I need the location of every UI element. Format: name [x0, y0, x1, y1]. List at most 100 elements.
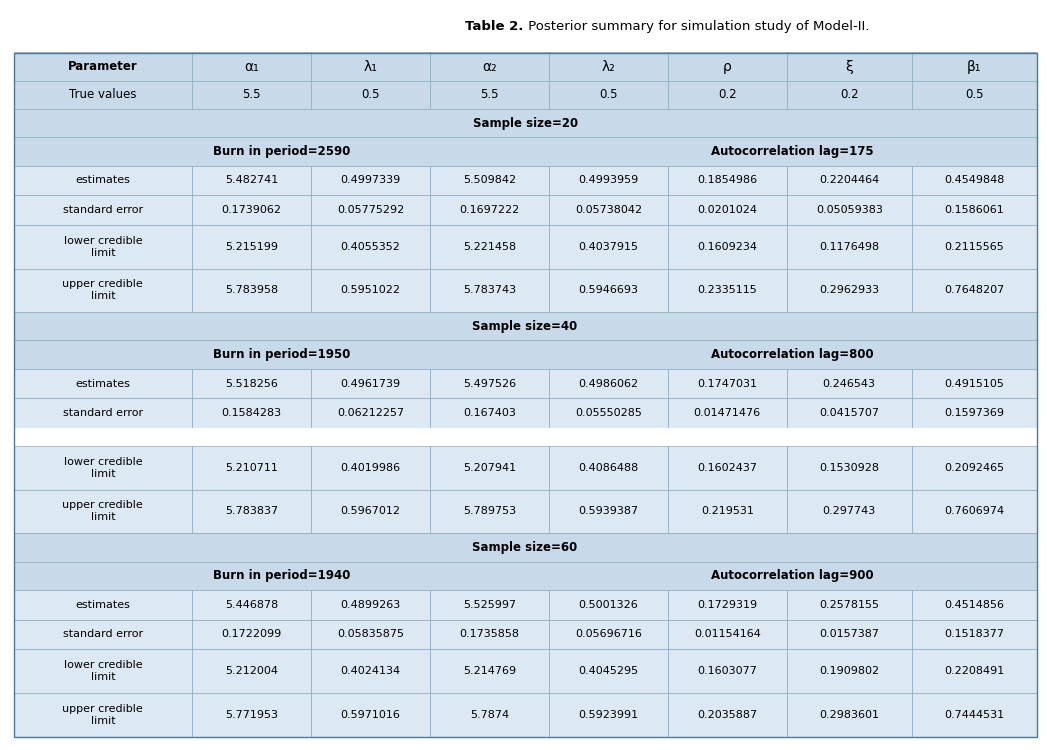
Text: 0.5946693: 0.5946693	[578, 285, 639, 296]
Text: 5.497526: 5.497526	[463, 379, 516, 388]
Text: α₁: α₁	[244, 60, 259, 74]
Text: 0.5: 0.5	[965, 88, 983, 101]
Text: 0.5001326: 0.5001326	[578, 600, 639, 610]
Bar	[549, 398, 668, 428]
Text: True values: True values	[69, 88, 136, 101]
Text: Table 2.: Table 2.	[465, 20, 524, 33]
Bar	[430, 53, 549, 81]
Text: Autocorrelation lag=800: Autocorrelation lag=800	[711, 348, 874, 361]
Bar	[192, 398, 311, 428]
Bar	[549, 81, 668, 109]
Text: upper credible
limit: upper credible limit	[63, 279, 143, 302]
Text: 0.1586061: 0.1586061	[944, 205, 1004, 215]
Bar	[14, 195, 192, 225]
Text: 0.05738042: 0.05738042	[575, 205, 642, 215]
Bar	[311, 369, 430, 398]
Bar	[668, 446, 786, 490]
Text: 0.05059383: 0.05059383	[816, 205, 883, 215]
Bar	[912, 81, 1037, 109]
Text: 0.1603077: 0.1603077	[697, 666, 757, 676]
Bar	[786, 195, 912, 225]
Text: Burn in period=1950: Burn in period=1950	[213, 348, 350, 361]
Text: 0.2208491: 0.2208491	[944, 666, 1004, 676]
Bar	[912, 590, 1037, 620]
Bar	[912, 398, 1037, 428]
Text: 0.1584283: 0.1584283	[221, 408, 282, 419]
Text: 0.4514856: 0.4514856	[944, 600, 1004, 610]
Text: upper credible
limit: upper credible limit	[63, 704, 143, 726]
Bar	[430, 620, 549, 649]
Bar	[14, 225, 192, 268]
Bar	[668, 369, 786, 398]
Text: estimates: estimates	[75, 600, 130, 610]
Text: lower credible
limit: lower credible limit	[64, 457, 142, 478]
Text: standard error: standard error	[63, 629, 142, 639]
Text: standard error: standard error	[63, 205, 142, 215]
Text: 0.5971016: 0.5971016	[340, 710, 400, 720]
Bar	[14, 446, 192, 490]
Text: Burn in period=2590: Burn in period=2590	[213, 145, 350, 158]
Bar	[430, 81, 549, 109]
Bar	[430, 369, 549, 398]
Text: 0.5: 0.5	[599, 88, 618, 101]
Bar	[14, 81, 192, 109]
Text: 0.4986062: 0.4986062	[578, 379, 639, 388]
Text: 0.2: 0.2	[718, 88, 737, 101]
Bar	[549, 53, 668, 81]
Text: 0.0201024: 0.0201024	[697, 205, 757, 215]
Bar	[786, 225, 912, 268]
Bar	[786, 166, 912, 195]
Bar	[311, 649, 430, 693]
Bar	[430, 490, 549, 533]
Text: 0.1597369: 0.1597369	[944, 408, 1004, 419]
Bar	[668, 81, 786, 109]
Text: 0.05775292: 0.05775292	[337, 205, 404, 215]
Text: 5.482741: 5.482741	[225, 176, 279, 185]
Text: 5.518256: 5.518256	[225, 379, 277, 388]
Text: 0.1854986: 0.1854986	[697, 176, 757, 185]
Text: 0.5939387: 0.5939387	[578, 506, 639, 517]
Bar	[912, 693, 1037, 736]
Text: Burn in period=1940: Burn in period=1940	[213, 569, 350, 582]
Bar	[786, 369, 912, 398]
Text: 0.1722099: 0.1722099	[221, 629, 282, 639]
Text: upper credible
limit: upper credible limit	[63, 500, 143, 523]
Bar	[912, 446, 1037, 490]
Bar	[14, 268, 192, 312]
Bar	[786, 620, 912, 649]
Text: 0.297743: 0.297743	[823, 506, 876, 517]
Text: 0.4024134: 0.4024134	[340, 666, 401, 676]
Bar	[311, 490, 430, 533]
Text: 0.5: 0.5	[361, 88, 380, 101]
Bar	[430, 195, 549, 225]
Bar	[430, 590, 549, 620]
Text: lower credible
limit: lower credible limit	[64, 236, 142, 258]
Text: 5.446878: 5.446878	[225, 600, 279, 610]
Text: 0.4037915: 0.4037915	[578, 242, 639, 252]
Text: 0.4086488: 0.4086488	[578, 463, 639, 472]
Bar	[549, 693, 668, 736]
Text: Posterior summary for simulation study of Model-II.: Posterior summary for simulation study o…	[524, 20, 869, 33]
Bar	[912, 225, 1037, 268]
Text: α₂: α₂	[482, 60, 496, 74]
Bar	[668, 490, 786, 533]
Bar	[14, 53, 192, 81]
Bar	[311, 398, 430, 428]
Bar	[912, 649, 1037, 693]
Bar	[668, 268, 786, 312]
Bar	[912, 195, 1037, 225]
Text: 5.221458: 5.221458	[463, 242, 516, 252]
Bar	[192, 590, 311, 620]
Bar	[311, 166, 430, 195]
Text: 0.01471476: 0.01471476	[694, 408, 761, 419]
Bar	[430, 398, 549, 428]
Text: 0.2962933: 0.2962933	[819, 285, 879, 296]
Text: 0.2: 0.2	[840, 88, 859, 101]
Text: 5.212004: 5.212004	[225, 666, 279, 676]
Bar	[912, 620, 1037, 649]
Bar	[430, 649, 549, 693]
Bar	[192, 369, 311, 398]
Bar	[549, 620, 668, 649]
Bar	[14, 312, 1037, 340]
Bar	[192, 620, 311, 649]
